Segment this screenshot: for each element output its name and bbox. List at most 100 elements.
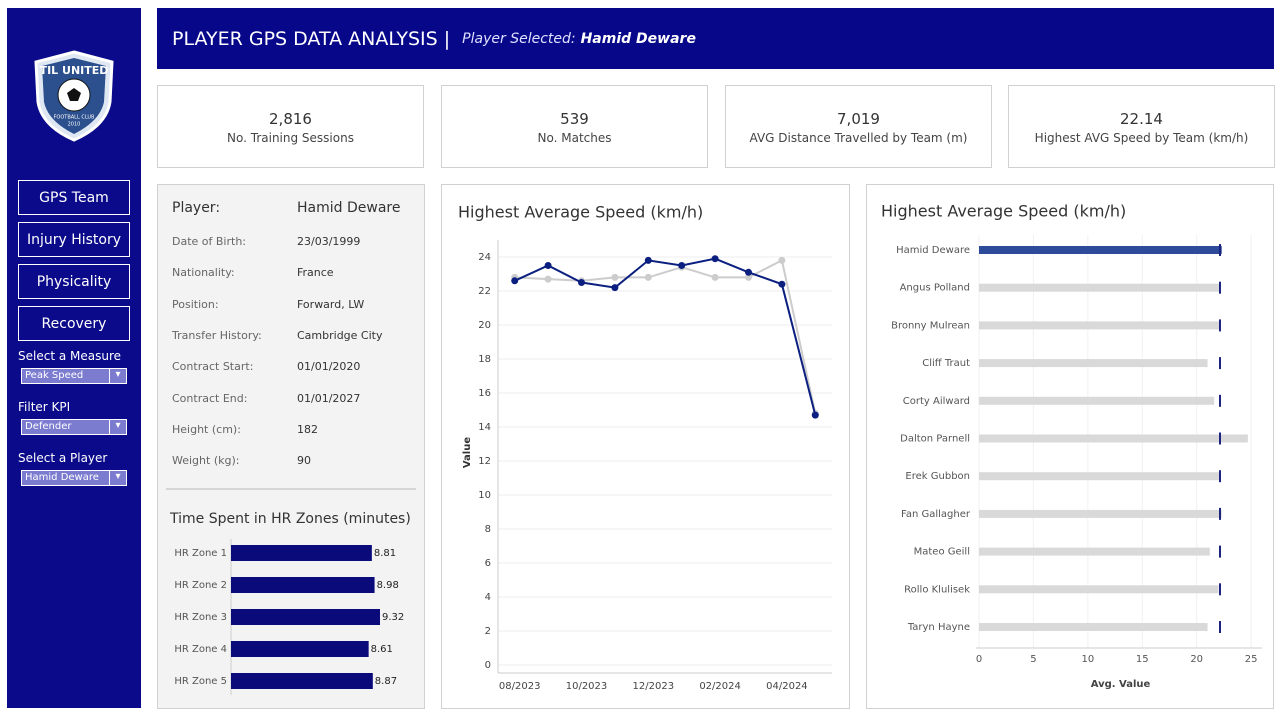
x-tick-label: 15 — [1136, 654, 1149, 665]
kpi-value: 2,816 — [269, 110, 312, 128]
y-tick-label: 20 — [478, 320, 491, 331]
field-label: Nationality: — [172, 266, 235, 280]
y-tick-label: HR Zone 2 — [174, 580, 227, 591]
y-tick-label: 16 — [478, 388, 491, 399]
y-tick-label: HR Zone 5 — [174, 676, 227, 687]
line-series — [514, 258, 817, 414]
kpi-card: 539 No. Matches — [441, 85, 708, 168]
x-axis-label: Avg. Value — [1091, 679, 1151, 690]
logo-name: TIL UNITED — [40, 64, 109, 77]
field-value: 01/01/2027 — [297, 391, 361, 405]
point — [711, 273, 719, 281]
point — [644, 273, 652, 281]
y-tick-label: Erek Gubbon — [905, 471, 970, 482]
point — [578, 279, 585, 286]
point — [778, 256, 786, 264]
filter-dropdown[interactable]: Peak Speed — [21, 368, 127, 384]
point — [745, 273, 752, 281]
point — [811, 411, 819, 419]
kpi-card: 22.14 Highest AVG Speed by Team (km/h) — [1008, 85, 1275, 168]
logo-ball-patch — [67, 88, 81, 101]
data-label: 8.61 — [371, 644, 393, 655]
selected-label: Player Selected: — [462, 30, 576, 47]
field-label: Weight (kg): — [172, 454, 240, 468]
nav-button[interactable]: GPS Team — [18, 180, 130, 215]
y-tick-label: 10 — [478, 490, 491, 501]
header: PLAYER GPS DATA ANALYSIS | Player Select… — [157, 8, 1274, 69]
chart-title: Highest Average Speed (km/h) — [881, 202, 1126, 221]
kpi-value: 539 — [560, 110, 589, 128]
player-heading: Player: — [172, 200, 221, 216]
field-label: Position: — [172, 297, 219, 311]
chart-title: Highest Average Speed (km/h) — [458, 203, 703, 222]
selected-player: Hamid Deware — [580, 30, 696, 47]
point — [644, 256, 652, 264]
bar — [231, 609, 380, 625]
kpi-label: No. Training Sessions — [227, 131, 354, 145]
data-label: 9.32 — [382, 612, 404, 623]
field-label: Contract End: — [172, 391, 248, 405]
y-axis-label: Value — [462, 437, 473, 468]
y-tick-label: Taryn Hayne — [907, 622, 970, 633]
field-label: Transfer History: — [172, 328, 262, 342]
x-tick-label: 5 — [1030, 654, 1036, 665]
x-tick-label: 02/2024 — [699, 681, 741, 692]
y-tick-label: 4 — [485, 592, 491, 603]
field-label: Contract Start: — [172, 360, 254, 374]
bar — [979, 396, 1215, 405]
point — [544, 275, 552, 283]
field-label: Height (cm): — [172, 422, 241, 436]
y-tick-label: 24 — [478, 252, 491, 263]
filter-dropdown[interactable]: Hamid Deware — [21, 470, 127, 486]
bar — [979, 547, 1210, 556]
field-value: 23/03/1999 — [297, 235, 361, 248]
bar — [979, 434, 1248, 443]
kpi-value: 22.14 — [1120, 110, 1163, 128]
bar — [231, 545, 372, 561]
bar — [231, 577, 375, 593]
nav-button[interactable]: Physicality — [18, 264, 130, 299]
y-tick-label: 14 — [478, 422, 491, 433]
point — [678, 262, 686, 269]
nav-button[interactable]: Recovery — [18, 306, 130, 341]
line-panel — [441, 184, 850, 709]
y-tick-label: 6 — [485, 558, 491, 569]
data-label: 8.98 — [377, 580, 399, 591]
x-tick-label: 20 — [1190, 654, 1203, 665]
line-series — [514, 257, 817, 416]
filter-label: Filter KPI — [18, 400, 71, 414]
divider — [166, 488, 416, 490]
bar — [979, 472, 1220, 481]
bar — [979, 246, 1222, 254]
logo-year: 2010 — [68, 122, 81, 128]
field-value: Cambridge City — [297, 328, 383, 342]
kpi-card: 2,816 No. Training Sessions — [157, 85, 424, 168]
y-tick-label: Angus Polland — [900, 283, 970, 294]
field-label: Date of Birth: — [172, 235, 247, 248]
y-tick-label: Dalton Parnell — [900, 434, 970, 445]
filter-label: Select a Measure — [18, 349, 122, 363]
x-tick-label: 10 — [1081, 654, 1094, 665]
y-tick-label: HR Zone 4 — [174, 644, 227, 655]
bar-panel — [866, 184, 1274, 709]
point — [611, 273, 619, 281]
kpi-card: 7,019 AVG Distance Travelled by Team (m) — [725, 85, 992, 168]
nav-button[interactable]: Injury History — [18, 222, 130, 257]
kpi-label: No. Matches — [537, 131, 612, 145]
y-tick-label: 8 — [485, 524, 491, 535]
y-tick-label: HR Zone 1 — [174, 548, 227, 559]
kpi-value: 7,019 — [837, 110, 880, 128]
x-tick-label: 04/2024 — [766, 681, 808, 692]
x-tick-label: 10/2023 — [566, 681, 608, 692]
data-label: 8.81 — [374, 548, 396, 559]
y-tick-label: 0 — [485, 660, 491, 671]
y-tick-label: Bronny Mulrean — [891, 320, 970, 331]
y-tick-label: HR Zone 3 — [174, 612, 227, 623]
y-tick-label: Fan Gallagher — [901, 509, 971, 520]
filter-dropdown[interactable]: Defender — [21, 419, 127, 435]
x-tick-label: 12/2023 — [633, 681, 675, 692]
bar — [231, 641, 369, 657]
point — [778, 280, 786, 288]
